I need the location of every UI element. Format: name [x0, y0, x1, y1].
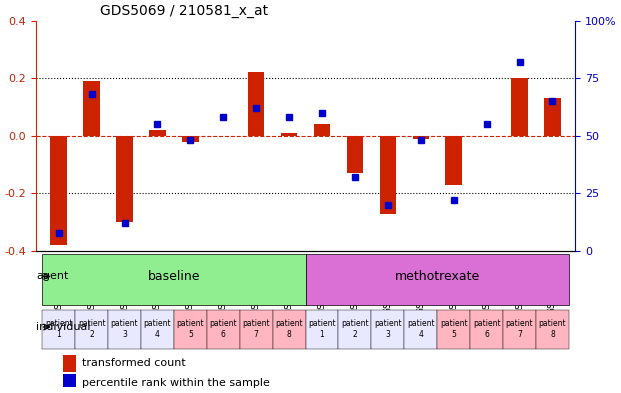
FancyBboxPatch shape — [273, 310, 306, 349]
Text: methotrexate: methotrexate — [394, 270, 480, 283]
Text: patient
8: patient 8 — [275, 320, 303, 339]
FancyBboxPatch shape — [306, 310, 338, 349]
Bar — [116, 136, 133, 222]
Bar — [544, 98, 561, 136]
Text: patient
3: patient 3 — [111, 320, 138, 339]
Text: GDS5069 / 210581_x_at: GDS5069 / 210581_x_at — [101, 4, 268, 18]
FancyBboxPatch shape — [207, 310, 240, 349]
Text: patient
2: patient 2 — [78, 320, 106, 339]
FancyBboxPatch shape — [437, 310, 470, 349]
Bar — [83, 81, 100, 136]
Bar — [445, 136, 462, 185]
FancyBboxPatch shape — [470, 310, 503, 349]
FancyBboxPatch shape — [338, 310, 371, 349]
Text: individual: individual — [36, 322, 91, 332]
FancyBboxPatch shape — [42, 254, 306, 305]
FancyBboxPatch shape — [306, 254, 569, 305]
FancyBboxPatch shape — [536, 310, 569, 349]
Bar — [314, 124, 330, 136]
Text: patient
1: patient 1 — [45, 320, 73, 339]
Text: patient
7: patient 7 — [242, 320, 270, 339]
FancyBboxPatch shape — [174, 310, 207, 349]
FancyBboxPatch shape — [75, 310, 108, 349]
Text: patient
5: patient 5 — [176, 320, 204, 339]
Text: patient
4: patient 4 — [143, 320, 171, 339]
Text: patient
1: patient 1 — [308, 320, 336, 339]
FancyBboxPatch shape — [108, 310, 141, 349]
Bar — [63, 354, 76, 373]
Text: patient
7: patient 7 — [505, 320, 533, 339]
FancyBboxPatch shape — [503, 310, 536, 349]
Bar — [63, 374, 76, 392]
FancyBboxPatch shape — [371, 310, 404, 349]
Bar — [347, 136, 363, 173]
FancyBboxPatch shape — [240, 310, 273, 349]
Bar — [182, 136, 199, 141]
Text: patient
6: patient 6 — [473, 320, 501, 339]
Bar — [511, 78, 528, 136]
Text: transformed count: transformed count — [81, 358, 185, 369]
Bar — [248, 72, 265, 136]
Text: patient
5: patient 5 — [440, 320, 468, 339]
Text: patient
2: patient 2 — [341, 320, 369, 339]
Text: percentile rank within the sample: percentile rank within the sample — [81, 378, 270, 388]
FancyBboxPatch shape — [404, 310, 437, 349]
Bar — [149, 130, 166, 136]
Text: patient
3: patient 3 — [374, 320, 402, 339]
Text: agent: agent — [36, 272, 69, 281]
Text: patient
4: patient 4 — [407, 320, 435, 339]
FancyBboxPatch shape — [141, 310, 174, 349]
Bar — [412, 136, 429, 139]
Bar — [50, 136, 67, 245]
Text: patient
6: patient 6 — [209, 320, 237, 339]
Bar — [281, 133, 297, 136]
FancyBboxPatch shape — [42, 310, 75, 349]
Text: patient
8: patient 8 — [538, 320, 566, 339]
Bar — [379, 136, 396, 214]
Text: baseline: baseline — [148, 270, 200, 283]
